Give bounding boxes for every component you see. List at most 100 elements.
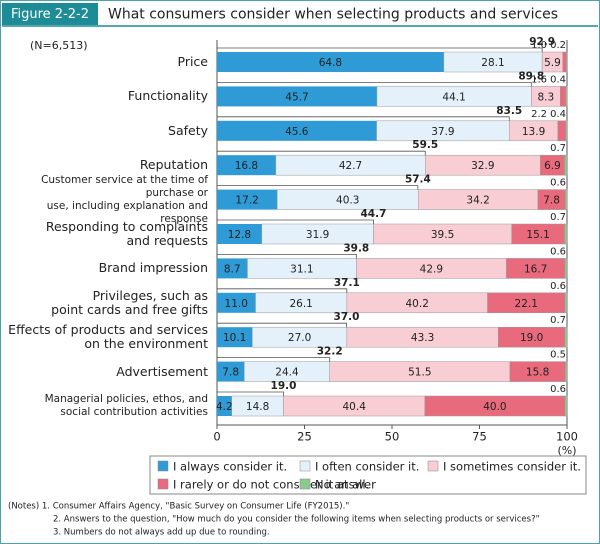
value-label: 31.9 bbox=[306, 229, 329, 241]
value-label: 7.8 bbox=[543, 195, 560, 207]
value-label: 42.9 bbox=[420, 263, 443, 275]
value-label: 0.6 bbox=[550, 246, 566, 257]
bar-segment bbox=[217, 86, 377, 107]
bar-segment bbox=[562, 51, 567, 73]
total-bracket bbox=[216, 185, 419, 190]
total-bracket bbox=[216, 288, 348, 293]
value-label: 0.6 bbox=[550, 384, 566, 395]
legend-swatch bbox=[299, 460, 311, 472]
total-label: 19.0 bbox=[271, 380, 297, 392]
total-bracket bbox=[216, 219, 374, 224]
total-bracket bbox=[216, 47, 543, 52]
value-label: 45.6 bbox=[285, 126, 309, 138]
figure-label: Figure 2-2-2 bbox=[11, 7, 89, 22]
x-tick-label: 25 bbox=[297, 430, 312, 444]
bar-segment bbox=[217, 258, 248, 279]
bar-segment bbox=[565, 120, 568, 142]
bar-segment bbox=[217, 224, 262, 244]
bar-segment bbox=[564, 395, 568, 417]
bar-segment bbox=[565, 86, 568, 107]
value-label: 4.2 bbox=[216, 401, 233, 413]
value-label: 14.8 bbox=[246, 401, 269, 413]
total-bracket bbox=[216, 391, 284, 396]
value-label: 1.6 bbox=[531, 74, 547, 85]
total-label: 39.8 bbox=[343, 242, 369, 254]
legend-swatch bbox=[157, 478, 169, 490]
value-label: 31.1 bbox=[290, 263, 313, 275]
total-bracket bbox=[216, 357, 331, 362]
bar-segment bbox=[564, 223, 568, 245]
value-label: 16.7 bbox=[524, 263, 547, 275]
bar-segment bbox=[564, 292, 568, 314]
value-label: 15.8 bbox=[526, 367, 549, 379]
value-label: 40.2 bbox=[406, 298, 429, 310]
value-label: 7.8 bbox=[222, 367, 239, 379]
note: 3. Numbers do not always add up due to r… bbox=[53, 528, 270, 538]
value-label: 28.1 bbox=[481, 57, 504, 69]
bar-segment bbox=[557, 120, 566, 142]
value-label: 0.6 bbox=[550, 281, 566, 292]
value-label: 0.4 bbox=[550, 74, 566, 85]
legend-label: I rarely or do not consider it at all. bbox=[173, 478, 369, 492]
value-label: 0.2 bbox=[550, 40, 566, 51]
value-label: 32.9 bbox=[471, 160, 494, 172]
x-tick-label: 50 bbox=[385, 430, 400, 444]
value-label: 17.2 bbox=[235, 195, 258, 207]
total-label: 83.5 bbox=[496, 105, 522, 117]
total-label: 37.0 bbox=[334, 311, 360, 323]
value-label: 5.9 bbox=[544, 57, 561, 69]
value-label: 37.9 bbox=[431, 126, 454, 138]
bar-segment bbox=[217, 189, 278, 210]
legend-box bbox=[149, 455, 587, 495]
legend-label: I always consider it. bbox=[173, 460, 287, 474]
category-label: Advertisement bbox=[116, 363, 208, 379]
value-label: 0.5 bbox=[550, 350, 566, 361]
value-label: 0.7 bbox=[550, 212, 566, 223]
bar-segment bbox=[566, 51, 568, 73]
value-label: 8.7 bbox=[224, 263, 241, 275]
total-bracket bbox=[216, 150, 426, 156]
bar-segment bbox=[560, 86, 567, 107]
bar-segment bbox=[217, 155, 276, 176]
value-label: 13.9 bbox=[522, 126, 545, 138]
value-label: 27.0 bbox=[288, 332, 311, 344]
total-label: 89.8 bbox=[518, 70, 544, 82]
value-label: 19.0 bbox=[520, 332, 543, 344]
category-label: Safety bbox=[168, 122, 208, 138]
value-label: 40.0 bbox=[483, 401, 506, 413]
value-label: 22.1 bbox=[515, 298, 538, 310]
bar-segment bbox=[217, 120, 377, 141]
total-label: 92.9 bbox=[529, 36, 555, 48]
value-label: 15.1 bbox=[526, 229, 549, 241]
value-label: 0.7 bbox=[550, 143, 566, 154]
legend-label: I sometimes consider it. bbox=[443, 460, 581, 474]
bar-segment bbox=[217, 361, 245, 382]
value-label: 26.1 bbox=[289, 298, 312, 310]
value-label: 39.5 bbox=[431, 229, 454, 241]
value-label: 1.0 bbox=[531, 40, 547, 51]
value-label: 16.8 bbox=[235, 160, 258, 172]
x-tick-label: 0 bbox=[213, 430, 220, 444]
value-label: 64.8 bbox=[319, 57, 342, 69]
total-label: 37.1 bbox=[334, 277, 360, 289]
value-label: 43.3 bbox=[411, 332, 434, 344]
bar-segment bbox=[564, 154, 568, 176]
value-label: 10.1 bbox=[223, 332, 246, 344]
category-label: Reputation bbox=[139, 157, 208, 173]
category-label: Price bbox=[177, 54, 209, 69]
bar-segment bbox=[217, 292, 256, 313]
bar-segment bbox=[217, 396, 232, 416]
value-label: 40.3 bbox=[336, 195, 359, 207]
value-label: 8.3 bbox=[537, 91, 554, 103]
value-label: 40.4 bbox=[343, 401, 367, 413]
total-label: 32.2 bbox=[317, 346, 343, 358]
value-label: 0.4 bbox=[550, 109, 566, 120]
total-bracket bbox=[216, 116, 510, 121]
total-label: 59.5 bbox=[412, 139, 438, 151]
value-label: 24.4 bbox=[275, 367, 299, 379]
category-label: Brand impression bbox=[98, 260, 208, 276]
value-label: 51.5 bbox=[408, 367, 431, 379]
figure-label-box bbox=[2, 3, 98, 25]
total-label: 57.4 bbox=[405, 174, 431, 186]
